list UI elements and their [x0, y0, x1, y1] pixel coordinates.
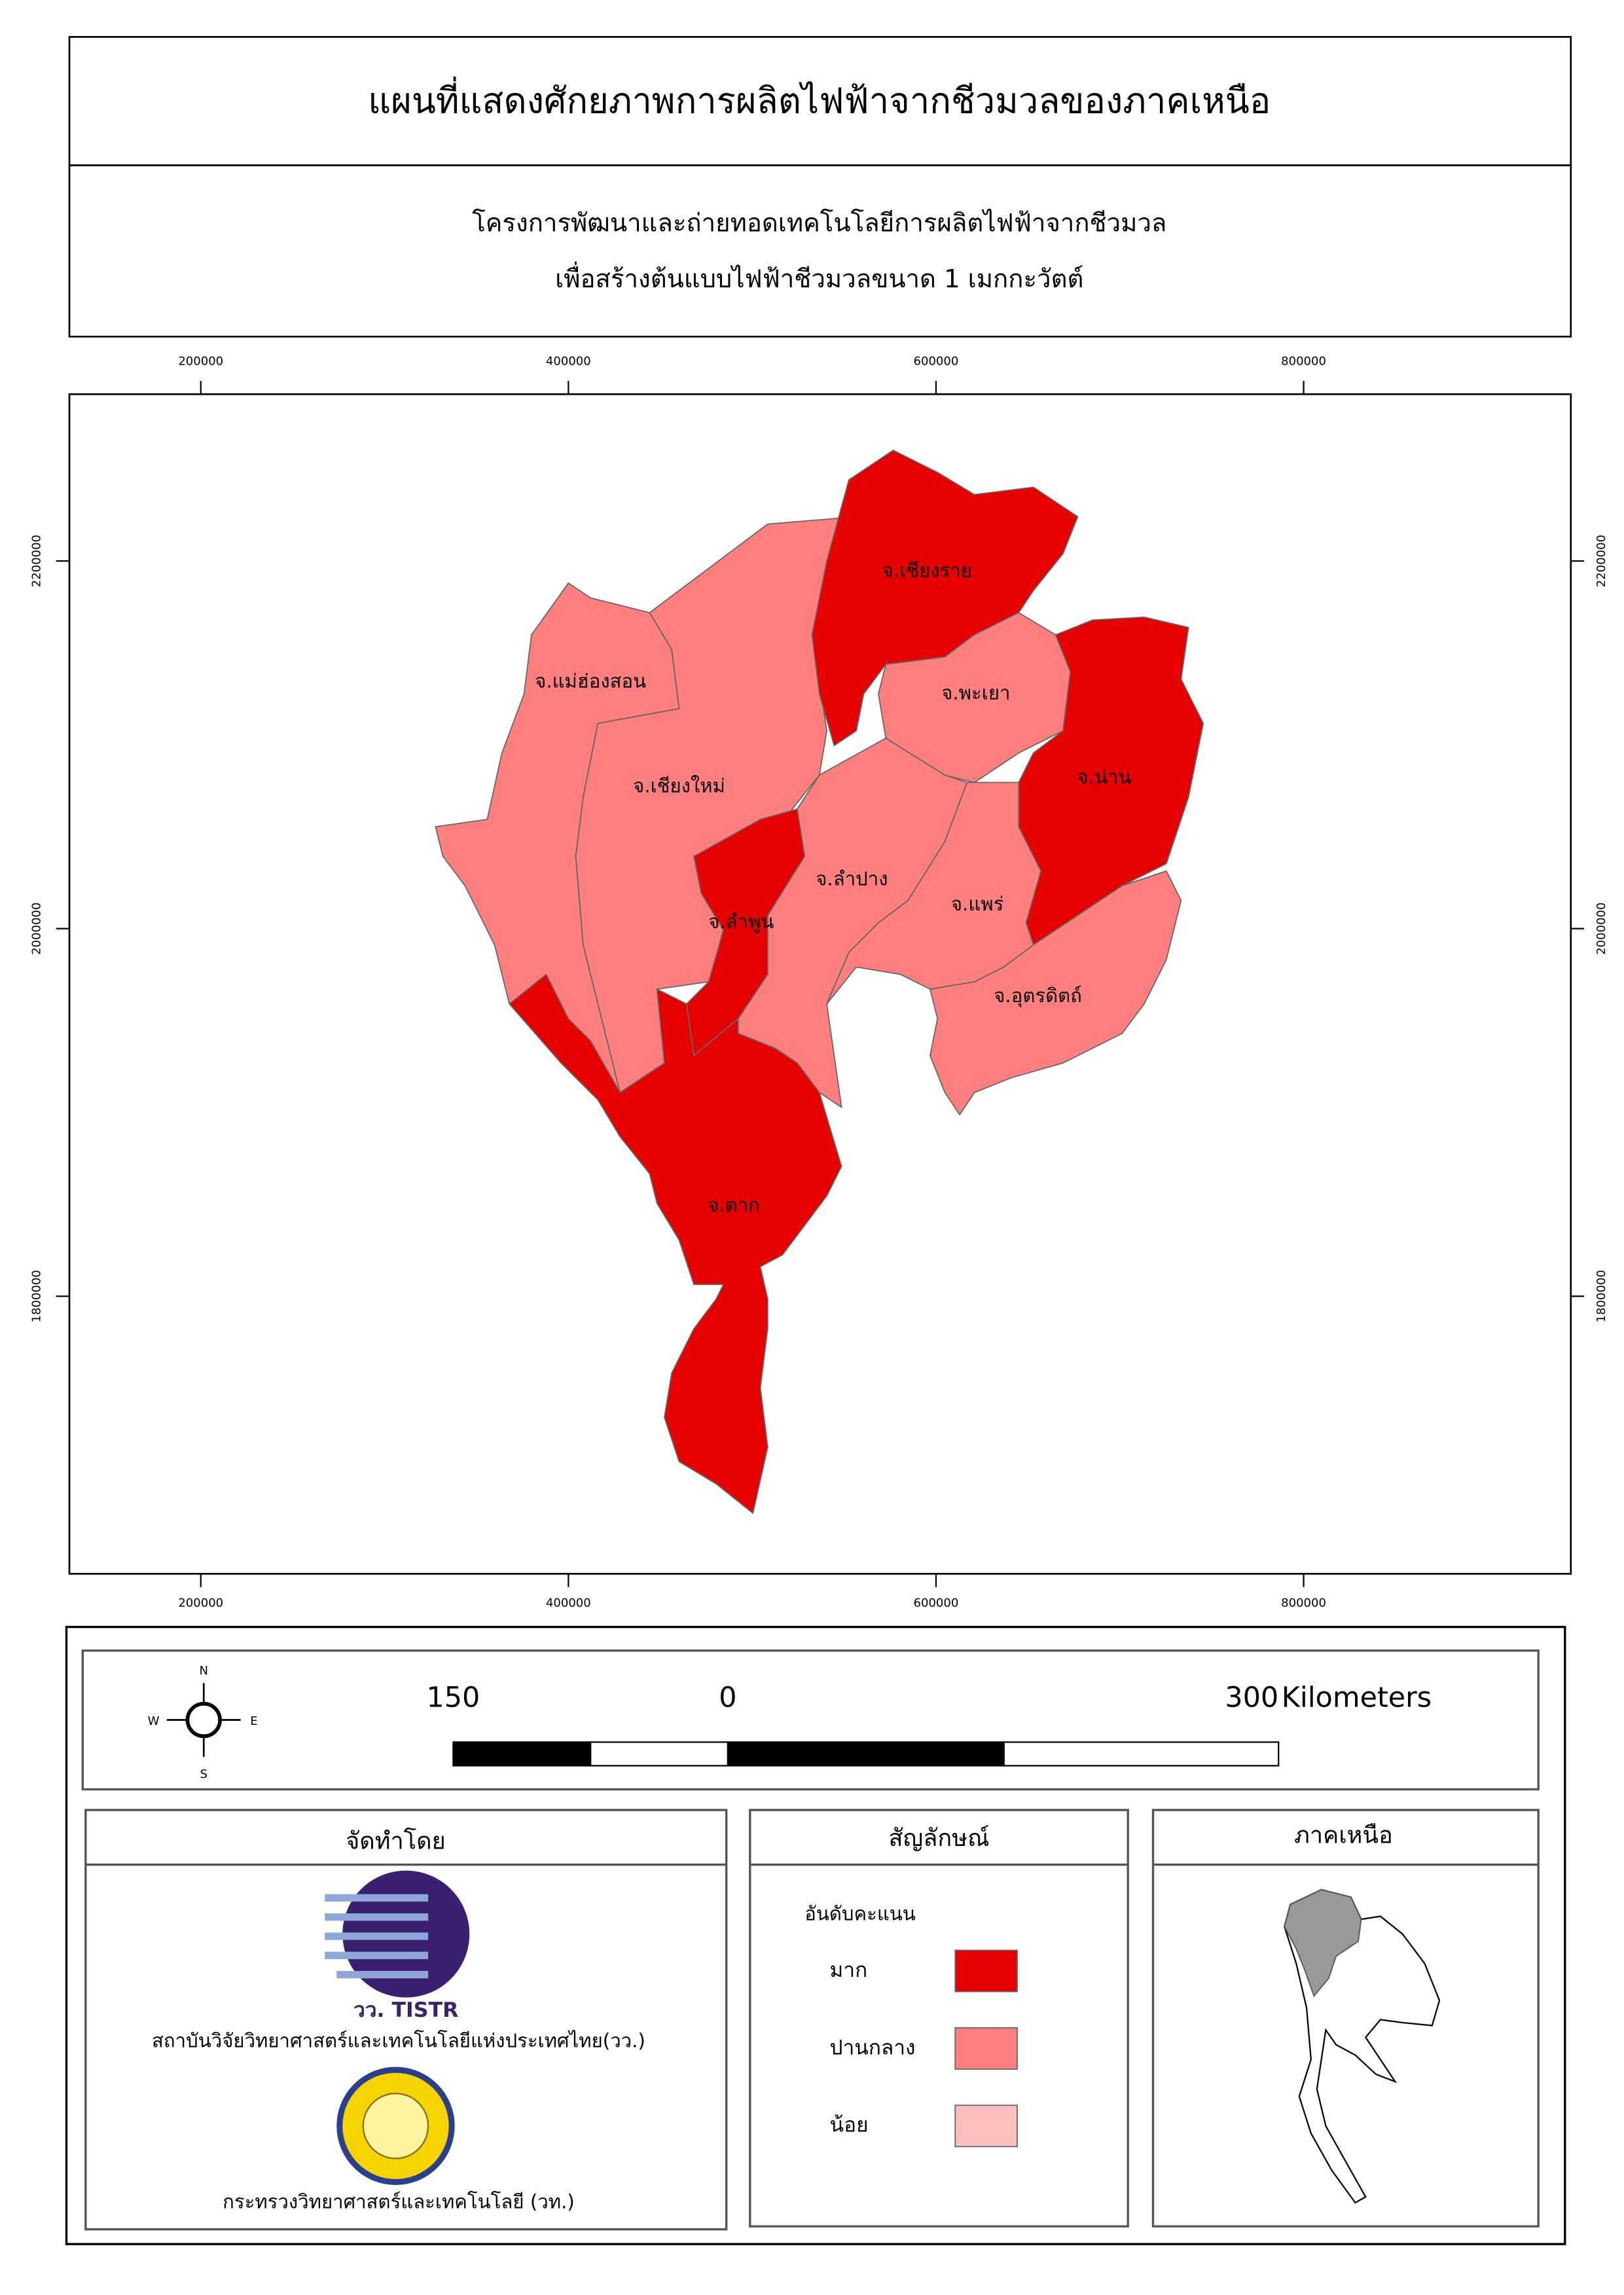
- logo-inner: [362, 2093, 429, 2159]
- compass-n: N: [200, 1664, 209, 1678]
- compass-ring: [185, 1701, 222, 1739]
- provinces: [435, 449, 1204, 1515]
- x-tick-label: 400000: [546, 1596, 591, 1610]
- credits-panel: [84, 1809, 728, 2231]
- scale-segment: [590, 1741, 729, 1767]
- y-tick-label: 1800000: [29, 1270, 43, 1322]
- legend-swatch: [954, 2027, 1018, 2070]
- province: [508, 973, 842, 1515]
- province-label: จ.พะเยา: [941, 682, 1010, 704]
- province: [929, 870, 1182, 1116]
- province-label: จ.อุตรดิตถ์: [994, 985, 1082, 1007]
- ministry-logo: [336, 2067, 455, 2185]
- compass-s: S: [200, 1767, 208, 1781]
- province-labels: จ.เชียงราย จ.แม่ฮ่องสอน จ.พะเยา จ.น่าน จ…: [535, 559, 1131, 1216]
- legend-title: สัญลักษณ์: [888, 1824, 989, 1852]
- x-tick-label: 800000: [1281, 355, 1326, 369]
- province-label: จ.ลำปาง: [816, 868, 888, 890]
- info-panel: [65, 1625, 1566, 2245]
- logo-stripe: [325, 1894, 429, 1902]
- scale-label: 0: [719, 1681, 736, 1714]
- credits-title: จัดทำโดย: [346, 1828, 446, 1855]
- province-label: จ.แพร่: [951, 893, 1003, 915]
- province-label: จ.แม่ฮ่องสอน: [535, 670, 646, 692]
- scale-segment: [452, 1741, 592, 1767]
- logo-stripe: [325, 1913, 429, 1921]
- compass-e: E: [250, 1714, 257, 1728]
- legend-label: น้อย: [830, 2114, 869, 2137]
- title: แผนที่แสดงศักยภาพการผลิตไฟฟ้าจากชีวมวลขอ…: [368, 77, 1271, 122]
- province-label: จ.ตาก: [708, 1194, 760, 1216]
- y-tick-label: 2000000: [29, 902, 43, 954]
- y-tick-label: 2000000: [1595, 902, 1608, 954]
- org-name: กระทรวงวิทยาศาสตร์และเทคโนโลยี (วท.): [223, 2191, 575, 2213]
- y-tick-label: 2200000: [1595, 535, 1608, 587]
- legend-swatch: [954, 2105, 1018, 2148]
- scale-label: 300: [1225, 1681, 1278, 1714]
- x-tick-label: 800000: [1281, 1596, 1326, 1610]
- logo-stripe: [325, 1951, 429, 1959]
- legend-swatch: [954, 1949, 1018, 1993]
- north-region: [1284, 1888, 1362, 1998]
- y-tick-label: 1800000: [1595, 1270, 1608, 1322]
- scale-segment: [1003, 1741, 1280, 1767]
- compass-w: W: [148, 1714, 160, 1728]
- scale-box: [81, 1649, 1540, 1791]
- scale-bar: [452, 1741, 1280, 1767]
- compass: N W E S: [148, 1664, 258, 1781]
- scale-label: 150: [427, 1681, 480, 1714]
- scale-segment: [727, 1741, 1005, 1767]
- inset-map: [1284, 1888, 1441, 2204]
- subtitle-box: [68, 164, 1572, 338]
- x-tick-label: 200000: [178, 1596, 223, 1610]
- graticule: 200000 200000 400000 400000 600000 600000 8000…: [29, 355, 1608, 1610]
- province-label: จ.เชียงใหม่: [633, 775, 725, 797]
- subtitle: เพื่อสร้างต้นแบบไฟฟ้าชีวมวลขนาด 1 เมกกะว…: [555, 261, 1083, 294]
- map-frame: [68, 393, 1572, 1575]
- province-label: จ.ลำพูน: [708, 911, 774, 933]
- logo-stripe: [336, 1970, 429, 1979]
- scale-unit: Kilometers: [1282, 1681, 1432, 1714]
- org-name: สถาบันวิจัยวิทยาศาสตร์และเทคโนโลยีแห่งปร…: [152, 2030, 645, 2052]
- x-tick-label: 400000: [546, 355, 591, 369]
- province-label: จ.น่าน: [1077, 766, 1132, 788]
- legend-label: มาก: [830, 1959, 868, 1982]
- subtitle: โครงการพัฒนาและถ่ายทอดเทคโนโลยีการผลิตไฟ…: [472, 208, 1166, 238]
- inset-panel: [1151, 1809, 1540, 2228]
- legend-label: ปานกลาง: [830, 2036, 916, 2059]
- tistr-logo: [325, 1870, 470, 1998]
- logo-stripe: [325, 1932, 429, 1940]
- x-tick-label: 200000: [178, 355, 223, 369]
- province-label: จ.เชียงราย: [882, 559, 972, 581]
- legend-heading: อันดับคะแนน: [804, 1903, 916, 1925]
- inset-title: ภาคเหนือ: [1294, 1822, 1393, 1849]
- x-tick-label: 600000: [914, 1596, 959, 1610]
- x-tick-label: 600000: [914, 355, 959, 369]
- legend-panel: [749, 1809, 1129, 2228]
- y-tick-label: 2200000: [29, 535, 43, 587]
- logo-text: วว. TISTR: [353, 1998, 458, 2022]
